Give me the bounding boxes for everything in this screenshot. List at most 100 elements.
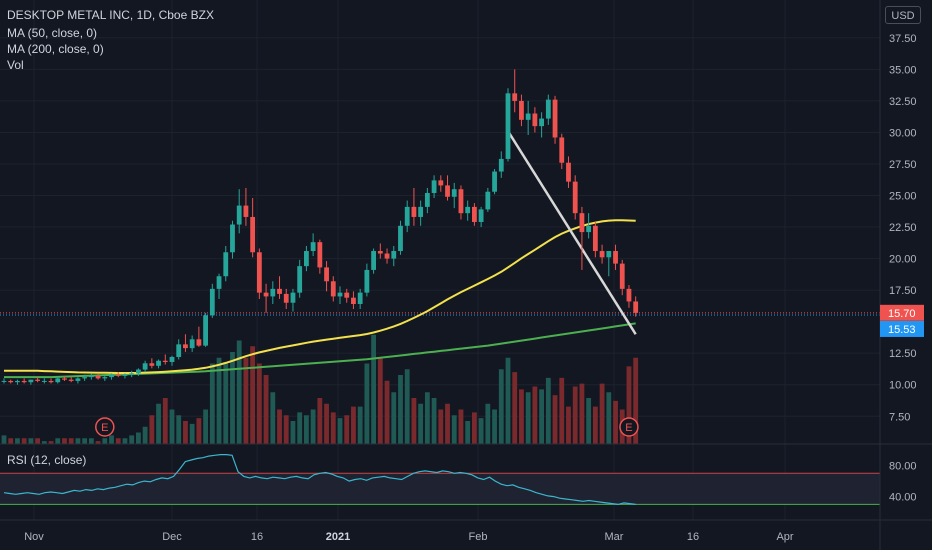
volume-bar [149,415,155,444]
candle [189,335,195,352]
candle [472,203,477,226]
candle-body [136,369,141,374]
candle-body [68,379,74,381]
volume-bar [337,418,343,444]
candle [418,200,424,226]
candle [525,100,531,135]
candle-body [115,374,121,376]
candle-body [357,292,363,304]
candle [579,206,585,270]
earnings-label: E [625,422,632,434]
candle [48,378,54,384]
candle-body [465,206,471,214]
candle-body [371,251,376,270]
candle-body [519,100,524,120]
price-badge-label: 15.70 [888,308,916,320]
price-tick-label: 27.50 [889,159,917,171]
rsi-line [3,454,636,506]
candle [371,248,376,274]
rsi-tick-label: 40.00 [889,492,917,504]
candle-body [203,315,208,346]
candle-body [142,363,148,370]
volume-bar [270,392,276,444]
candle [129,370,135,378]
candle [156,359,161,369]
price-badge-bg [880,320,924,337]
volume-bar [48,441,54,444]
candle [512,69,518,113]
volume-bar [1,435,7,444]
volume-bar [156,403,161,444]
candle [606,251,612,277]
candle-body [297,266,303,293]
candle-body [209,288,215,316]
volume-bar [102,438,108,444]
candle-body [290,292,296,303]
volume-bar [599,383,605,444]
candle-body [579,213,585,233]
volume-bar [129,435,135,444]
candle [109,373,114,380]
volume-bar [391,392,397,444]
price-badge: 15.53 [880,320,924,337]
candle-body [599,251,605,258]
candle [176,339,182,360]
ma200-line [4,322,636,379]
volume-bar [75,438,81,444]
volume-bar [418,403,424,444]
volume-bar [109,435,114,444]
candle-body [472,206,477,222]
rsi-band [0,473,880,505]
candle [424,187,430,214]
candle-body [377,251,383,254]
candle-body [250,216,256,253]
volume-bar [223,363,229,444]
candle [552,95,558,144]
volume-bar [525,392,531,444]
volume-bar [41,441,47,444]
candle-body [431,180,437,193]
volume-bar [552,395,558,444]
volume-bar [384,380,390,444]
candle-body [95,375,101,379]
candle [545,94,551,125]
price-tick-label: 25.00 [889,191,917,203]
time-tick-label: Apr [776,531,793,543]
volume-bar [68,438,74,444]
candle-body [633,301,639,313]
volume-bar [445,403,450,444]
legend-ma50: MA (50, close, 0) [7,26,98,40]
candle [15,379,20,385]
candle-body [48,380,54,383]
candle [283,288,289,310]
currency-button[interactable]: USD [885,6,921,24]
volume-bar [136,432,141,444]
candle-body [525,113,531,120]
candle [391,245,397,267]
candle-body [156,360,161,366]
candle-body [129,373,135,375]
candle [102,375,108,381]
candle-body [619,263,625,289]
candle-body [512,93,518,101]
candle [566,156,571,188]
volume-bar [539,389,544,444]
candle [270,281,276,304]
volume-bar [404,369,410,444]
candle-body [451,189,457,197]
volume-bar [512,372,518,444]
candle [8,379,14,384]
candle-body [216,276,222,289]
candle [351,291,356,310]
candle [256,248,262,299]
candle-body [384,253,390,259]
candle [626,285,632,308]
candle [75,377,81,384]
candle [377,243,383,259]
earnings-circle [619,417,639,437]
candle [136,368,141,376]
candle-body [566,162,571,182]
time-tick-label: Nov [24,531,44,543]
